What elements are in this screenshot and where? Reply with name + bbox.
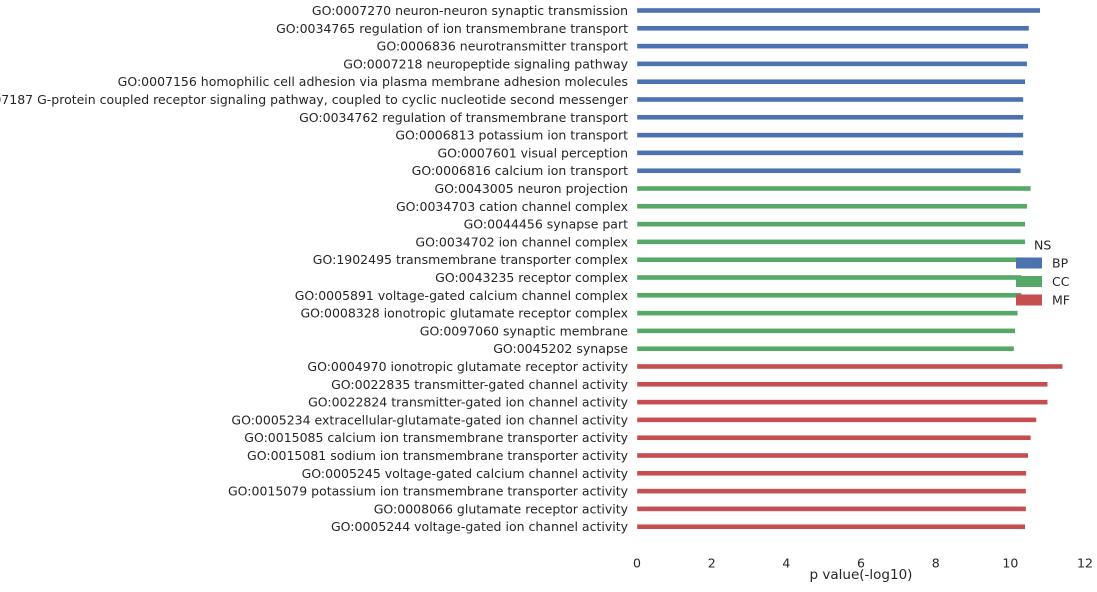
category-label-cc-4: GO:0034702 ion channel complex	[415, 234, 628, 249]
bar-mf-3	[636, 399, 1048, 405]
bar-cc-3	[636, 221, 1026, 227]
category-label-mf-10: GO:0005244 voltage-gated ion channel act…	[331, 519, 629, 534]
legend-swatch-cc	[1016, 276, 1042, 287]
category-label-cc-3: GO:0044456 synapse part	[464, 217, 628, 232]
x-tick-label-2: 2	[708, 556, 716, 571]
bar-cc-6	[636, 274, 1022, 281]
category-label-cc-1: GO:0043005 neuron projection	[434, 181, 628, 196]
bar-bp-3	[636, 43, 1029, 49]
bar-mf-2	[636, 381, 1048, 387]
category-label-cc-9: GO:0097060 synaptic membrane	[420, 323, 629, 338]
bar-cc-2	[636, 203, 1028, 210]
legend: NS BP CC MF	[1016, 238, 1070, 308]
bar-mf-6	[636, 452, 1029, 459]
bar-bp-2	[636, 25, 1030, 31]
category-label-bp-3: GO:0006836 neurotransmitter transport	[377, 39, 628, 54]
legend-swatch-bp	[1016, 257, 1042, 269]
category-label-bp-4: GO:0007218 neuropeptide signaling pathwa…	[343, 56, 628, 71]
bar-mf-4	[636, 417, 1037, 423]
bar-cc-7	[636, 292, 1022, 298]
bar-cc-10	[636, 346, 1015, 352]
category-label-mf-3: GO:0022824 transmitter-gated ion channel…	[308, 395, 629, 410]
category-label-bp-10: GO:0006816 calcium ion transport	[412, 163, 628, 178]
category-label-mf-9: GO:0008066 glutamate receptor activity	[374, 501, 629, 516]
category-label-cc-5: GO:1902495 transmembrane transporter com…	[313, 252, 628, 267]
bar-cc-1	[636, 185, 1032, 192]
bar-bp-9	[636, 150, 1024, 156]
bar-bp-1	[636, 7, 1041, 14]
bar-bp-4	[636, 61, 1028, 67]
bar-bp-6	[636, 96, 1024, 103]
x-tick-label-4: 4	[782, 556, 790, 571]
bar-mf-9	[636, 506, 1027, 512]
legend-label-mf: MF	[1052, 293, 1070, 308]
bar-bp-5	[636, 78, 1026, 85]
x-tick-label-0: 0	[633, 556, 641, 571]
x-tick-label-12: 12	[1077, 556, 1093, 571]
bar-cc-5	[636, 257, 1026, 263]
bar-bp-7	[636, 114, 1024, 121]
bar-bp-8	[636, 132, 1024, 138]
category-label-bp-7: GO:0034762 regulation of transmembrane t…	[299, 110, 628, 125]
category-label-cc-10: GO:0045202 synapse	[493, 341, 628, 356]
category-label-bp-2: GO:0034765 regulation of ion transmembra…	[276, 21, 628, 36]
category-label-mf-4: GO:0005234 extracellular-glutamate-gated…	[231, 412, 628, 427]
bar-cc-8	[636, 310, 1018, 316]
category-labels: GO:0007270 neuron-neuron synaptic transm…	[0, 3, 629, 534]
bar-bp-10	[636, 167, 1021, 174]
x-axis: 0 2 4 6 8 10 12	[633, 556, 1093, 571]
category-label-mf-7: GO:0005245 voltage-gated calcium channel…	[302, 466, 629, 481]
category-label-mf-6: GO:0015081 sodium ion transmembrane tran…	[247, 448, 629, 463]
category-label-bp-6: GO:0007187 G-protein coupled receptor si…	[0, 92, 629, 107]
legend-label-cc: CC	[1052, 274, 1070, 289]
category-label-bp-5: GO:0007156 homophilic cell adhesion via …	[118, 74, 628, 89]
x-tick-label-10: 10	[1002, 556, 1018, 571]
legend-swatch-mf	[1016, 294, 1042, 306]
bars-layer	[636, 7, 1063, 530]
category-label-mf-1: GO:0004970 ionotropic glutamate receptor…	[307, 359, 628, 374]
legend-title: NS	[1034, 238, 1051, 253]
category-label-cc-6: GO:0043235 receptor complex	[435, 270, 628, 285]
category-label-bp-1: GO:0007270 neuron-neuron synaptic transm…	[312, 3, 628, 18]
category-label-cc-2: GO:0034703 cation channel complex	[396, 199, 628, 214]
bar-cc-9	[636, 328, 1016, 334]
legend-label-bp: BP	[1052, 256, 1069, 271]
bar-mf-10	[636, 524, 1026, 530]
bar-mf-5	[636, 435, 1032, 441]
x-axis-title: p value(-log10)	[810, 567, 913, 583]
bar-cc-4	[636, 239, 1026, 245]
category-label-mf-8: GO:0015079 potassium ion transmembrane t…	[228, 484, 629, 499]
category-label-cc-8: GO:0008328 ionotropic glutamate receptor…	[301, 306, 629, 321]
x-tick-label-6: 6	[857, 556, 865, 571]
bar-mf-8	[636, 488, 1027, 494]
category-label-bp-8: GO:0006813 potassium ion transport	[395, 128, 628, 143]
category-label-mf-2: GO:0022835 transmitter-gated channel act…	[331, 377, 628, 392]
category-label-mf-5: GO:0015085 calcium ion transmembrane tra…	[244, 430, 628, 445]
category-label-bp-9: GO:0007601 visual perception	[437, 145, 628, 160]
x-tick-label-8: 8	[932, 556, 940, 571]
category-label-cc-7: GO:0005891 voltage-gated calcium channel…	[295, 288, 628, 303]
bar-mf-7	[636, 470, 1027, 476]
bar-mf-1	[636, 363, 1063, 370]
